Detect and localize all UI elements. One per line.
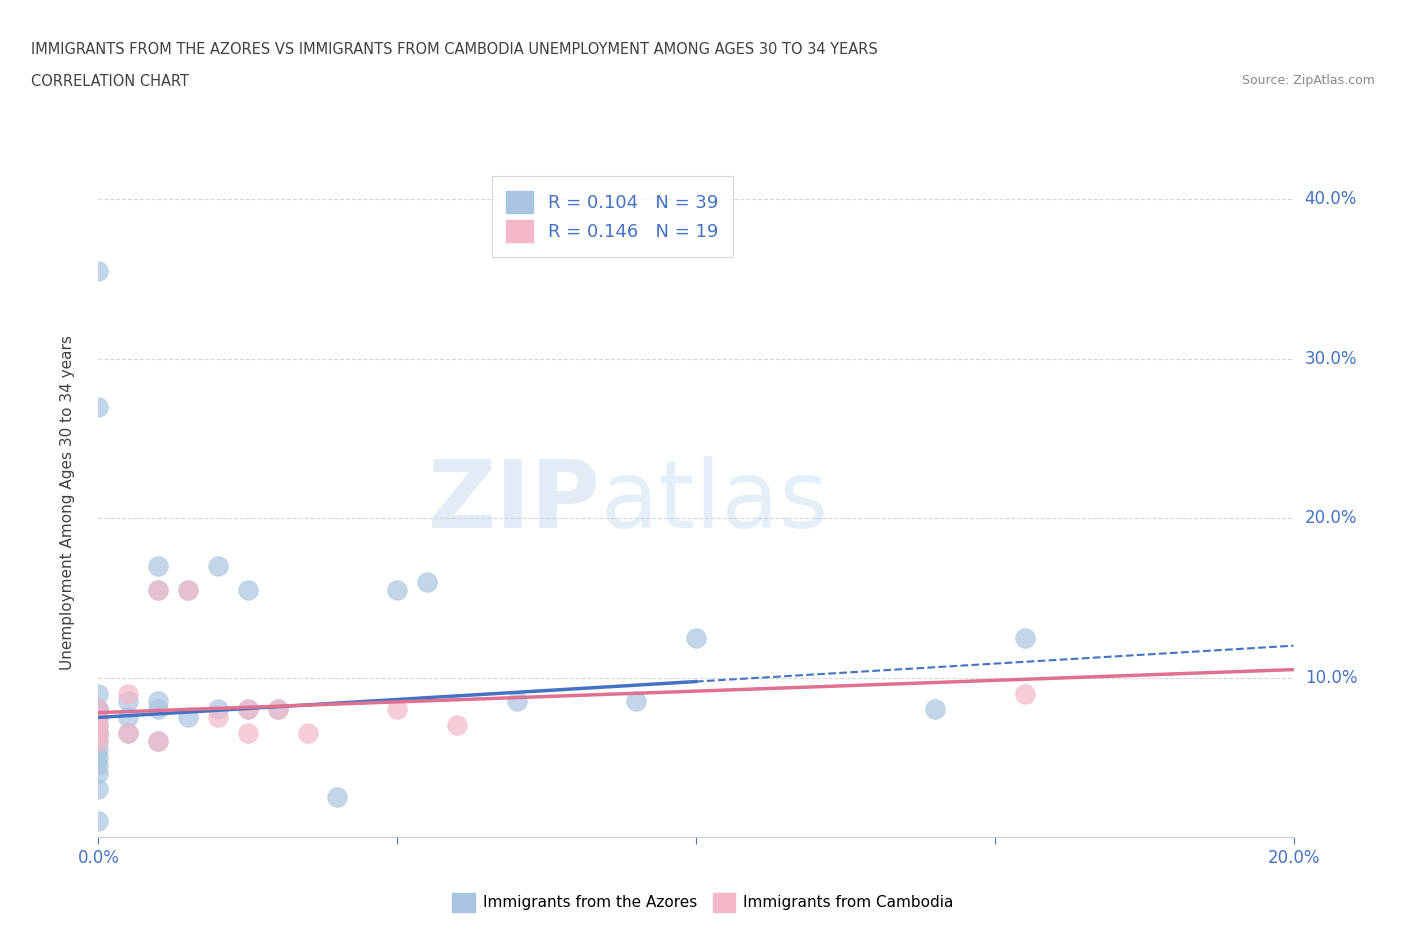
Point	[87, 734, 110, 749]
Point	[236, 702, 259, 717]
Point	[148, 702, 170, 717]
Text: 30.0%: 30.0%	[1305, 350, 1357, 367]
Point	[506, 694, 529, 709]
Point	[385, 702, 409, 717]
Text: 40.0%: 40.0%	[1305, 191, 1357, 208]
Point	[87, 782, 110, 797]
Point	[87, 734, 110, 749]
Point	[87, 399, 110, 414]
Point	[87, 758, 110, 773]
Point	[148, 734, 170, 749]
Point	[148, 694, 170, 709]
Point	[236, 726, 259, 741]
Point	[1014, 686, 1036, 701]
Point	[267, 702, 290, 717]
Point	[385, 582, 409, 597]
Point	[87, 710, 110, 724]
Point	[117, 686, 139, 701]
Point	[87, 718, 110, 733]
Point	[326, 790, 349, 804]
Point	[117, 726, 139, 741]
Legend: R = 0.104   N = 39, R = 0.146   N = 19: R = 0.104 N = 39, R = 0.146 N = 19	[492, 177, 733, 257]
Point	[148, 559, 170, 574]
Point	[87, 686, 110, 701]
Legend: Immigrants from the Azores, Immigrants from Cambodia: Immigrants from the Azores, Immigrants f…	[446, 887, 960, 918]
Text: Source: ZipAtlas.com: Source: ZipAtlas.com	[1241, 74, 1375, 87]
Point	[148, 734, 170, 749]
Point	[236, 702, 259, 717]
Text: 20.0%: 20.0%	[1305, 509, 1357, 527]
Point	[207, 710, 229, 724]
Point	[87, 750, 110, 764]
Point	[117, 726, 139, 741]
Point	[117, 694, 139, 709]
Point	[297, 726, 319, 741]
Point	[87, 814, 110, 829]
Point	[87, 726, 110, 741]
Point	[177, 582, 200, 597]
Point	[148, 582, 170, 597]
Point	[87, 718, 110, 733]
Point	[117, 710, 139, 724]
Point	[1014, 631, 1036, 645]
Point	[924, 702, 946, 717]
Point	[87, 702, 110, 717]
Point	[87, 702, 110, 717]
Text: CORRELATION CHART: CORRELATION CHART	[31, 74, 188, 89]
Point	[207, 559, 229, 574]
Text: 10.0%: 10.0%	[1305, 669, 1357, 686]
Point	[624, 694, 647, 709]
Point	[267, 702, 290, 717]
Text: IMMIGRANTS FROM THE AZORES VS IMMIGRANTS FROM CAMBODIA UNEMPLOYMENT AMONG AGES 3: IMMIGRANTS FROM THE AZORES VS IMMIGRANTS…	[31, 42, 877, 57]
Y-axis label: Unemployment Among Ages 30 to 34 years: Unemployment Among Ages 30 to 34 years	[60, 335, 75, 670]
Point	[87, 710, 110, 724]
Point	[87, 726, 110, 741]
Point	[87, 742, 110, 757]
Point	[446, 718, 468, 733]
Point	[177, 582, 200, 597]
Point	[416, 575, 439, 590]
Point	[87, 765, 110, 780]
Point	[207, 702, 229, 717]
Point	[87, 726, 110, 741]
Text: ZIP: ZIP	[427, 457, 600, 548]
Point	[685, 631, 707, 645]
Point	[87, 263, 110, 278]
Point	[236, 582, 259, 597]
Point	[148, 582, 170, 597]
Point	[87, 702, 110, 717]
Point	[177, 710, 200, 724]
Text: atlas: atlas	[600, 457, 828, 548]
